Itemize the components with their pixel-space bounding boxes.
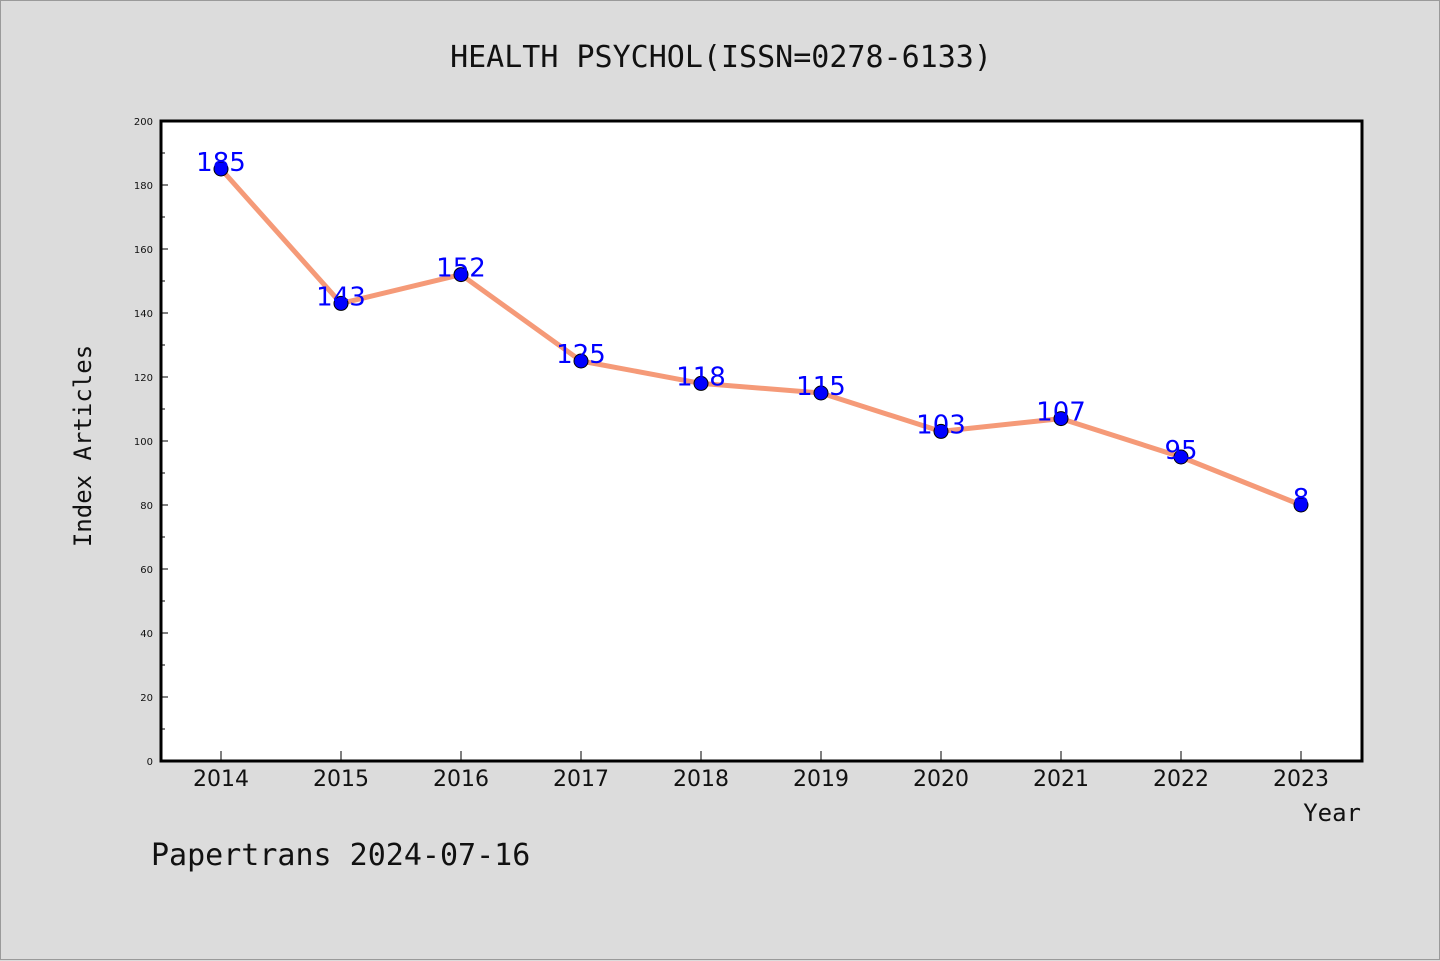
x-tick-label: 2019 bbox=[793, 767, 849, 792]
x-axis-ticks: 2014 2015 2016 2017 2018 2019 2020 2021 2022 2023 bbox=[193, 751, 1329, 792]
data-label: 152 bbox=[436, 254, 486, 284]
plot-area bbox=[159, 119, 1364, 763]
series-markers bbox=[213, 161, 1309, 513]
y-axis-ticks: 0 20 40 60 80 100 120 140 160 180 200 bbox=[134, 117, 168, 768]
data-point bbox=[213, 161, 229, 177]
data-point bbox=[333, 295, 349, 311]
x-tick-label: 2014 bbox=[193, 767, 249, 792]
data-point bbox=[1053, 411, 1069, 427]
y-tick-label: 0 bbox=[147, 757, 153, 768]
y-tick-label: 120 bbox=[134, 373, 153, 384]
data-point bbox=[573, 353, 589, 369]
data-point bbox=[933, 423, 949, 439]
x-axis-label: Year bbox=[1303, 799, 1361, 827]
y-tick-label: 160 bbox=[134, 245, 153, 256]
data-point bbox=[1293, 497, 1309, 513]
data-label: 107 bbox=[1036, 398, 1086, 428]
data-label: 103 bbox=[916, 410, 966, 440]
y-tick-label: 140 bbox=[134, 309, 153, 320]
x-tick-label: 2016 bbox=[433, 767, 489, 792]
y-tick-label: 100 bbox=[134, 437, 153, 448]
data-point bbox=[813, 385, 829, 401]
data-label: 185 bbox=[196, 148, 246, 178]
data-point bbox=[1173, 449, 1189, 465]
y-axis-label: Index Articles bbox=[69, 345, 97, 547]
y-tick-label: 20 bbox=[140, 693, 153, 704]
data-labels: 185 143 152 125 118 115 103 107 95 8 bbox=[196, 148, 1309, 514]
data-label: 125 bbox=[556, 340, 606, 370]
y-tick-label: 80 bbox=[140, 501, 153, 512]
x-tick-label: 2023 bbox=[1273, 767, 1329, 792]
data-point bbox=[453, 267, 469, 283]
x-tick-label: 2020 bbox=[913, 767, 969, 792]
x-tick-label: 2015 bbox=[313, 767, 369, 792]
x-tick-label: 2017 bbox=[553, 767, 609, 792]
data-label: 115 bbox=[796, 372, 846, 402]
y-tick-label: 40 bbox=[140, 629, 153, 640]
y-tick-label: 180 bbox=[134, 181, 153, 192]
x-tick-label: 2022 bbox=[1153, 767, 1209, 792]
y-tick-label: 60 bbox=[140, 565, 153, 576]
x-tick-label: 2021 bbox=[1033, 767, 1089, 792]
data-label: 95 bbox=[1164, 436, 1197, 466]
data-label: 143 bbox=[316, 282, 366, 312]
series-line bbox=[218, 166, 1304, 508]
y-tick-label: 200 bbox=[134, 117, 153, 128]
footer-text: Papertrans 2024-07-16 bbox=[151, 838, 530, 873]
data-label: 118 bbox=[676, 362, 726, 392]
chart-title: HEALTH PSYCHOL(ISSN=0278-6133) bbox=[450, 40, 992, 75]
data-point bbox=[693, 375, 709, 391]
data-label: 8 bbox=[1293, 484, 1310, 514]
x-tick-label: 2018 bbox=[673, 767, 729, 792]
